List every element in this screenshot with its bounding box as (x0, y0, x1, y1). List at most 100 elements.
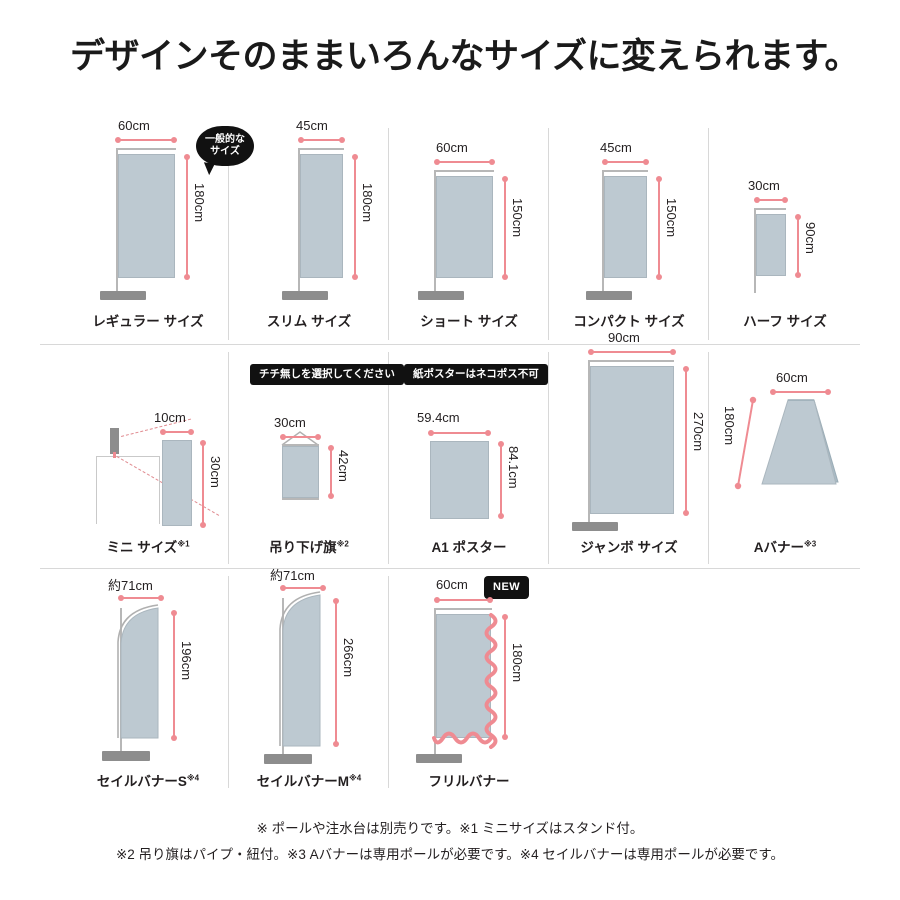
row-separator-2 (40, 568, 860, 569)
bubble-tail (202, 162, 215, 176)
banner-art-mini (68, 344, 228, 534)
height-measure-line (685, 369, 687, 513)
width-measure-line (437, 599, 490, 601)
width-measure-dot-start (588, 349, 594, 355)
item-name: 吊り下げ旗 (269, 540, 337, 555)
height-measure-dot-end (184, 274, 190, 280)
height-label: 84.1cm (506, 446, 521, 489)
item-label-hanging-flag: 吊り下げ旗※2 (230, 536, 388, 556)
col-separator-r1-3 (548, 128, 549, 340)
size-item-a-banner: 60cm 180cm Aバナー※3 (710, 344, 860, 568)
item-note: ※1 (177, 539, 190, 549)
height-label: 196cm (179, 641, 194, 681)
row-separator-1 (40, 344, 860, 345)
width-measure-dot-start (280, 585, 286, 591)
height-measure-line (186, 157, 188, 277)
page-title: デザインそのままいろんなサイズに変えられます。 (70, 37, 859, 76)
size-item-jumbo: 90cm 270cm ジャンボ サイズ (550, 330, 708, 568)
mini-banner-on-counter (110, 428, 119, 454)
item-label-frill-banner: フリルバナー (390, 770, 548, 790)
width-label: 約71cm (108, 578, 153, 593)
banner-panel (590, 366, 674, 514)
size-item-mini: 10cm 30cm ミニ サイズ※1 (68, 344, 228, 568)
col-separator-r2-2 (388, 352, 389, 564)
item-label-sail-banner-s: セイルバナーS※4 (68, 770, 228, 790)
banner-art-short (390, 118, 548, 308)
height-label: 180cm (192, 183, 207, 223)
height-measure-line (335, 601, 337, 744)
mini-banner-stand (113, 452, 116, 458)
width-measure-line (773, 391, 828, 393)
height-measure-dot-end (328, 493, 334, 499)
size-item-short: 60cm 150cm ショート サイズ (390, 118, 548, 798)
width-label: 30cm (748, 178, 780, 193)
height-measure-dot-end (171, 735, 177, 741)
height-label: 180cm (510, 643, 525, 683)
banner-art-sail-s (68, 568, 228, 768)
banner-art-slim (230, 118, 388, 308)
width-measure-line (757, 199, 785, 201)
badge-chichi-note: チチ無しを選択してください (250, 364, 404, 385)
badge-poster-note: 紙ポスターはネコポス不可 (404, 364, 548, 385)
height-measure-dot-end (200, 522, 206, 528)
width-label: 60cm (776, 370, 808, 385)
width-measure-dot-end (339, 137, 345, 143)
banner-panel (118, 154, 175, 278)
width-measure-dot-start (770, 389, 776, 395)
width-measure-dot-start (434, 159, 440, 165)
width-measure-line (591, 351, 673, 353)
height-measure-dot-start (328, 445, 334, 451)
size-item-half: 30cm 90cm ハーフ サイズ (710, 118, 860, 798)
width-measure-line (605, 161, 646, 163)
width-measure-dot-end (782, 197, 788, 203)
height-measure-dot-end (683, 510, 689, 516)
banner-art-a1-poster (390, 344, 548, 534)
size-item-a1-poster: 紙ポスターはネコポス不可 59.4cm 84.1cm A1 ポスター (390, 344, 548, 568)
height-label: 266cm (341, 638, 356, 678)
banner-panel (430, 441, 489, 519)
banner-panel (604, 176, 647, 278)
width-measure-dot-end (485, 430, 491, 436)
pole (602, 170, 604, 293)
width-measure-dot-end (320, 585, 326, 591)
width-measure-dot-end (188, 429, 194, 435)
item-label-mini: ミニ サイズ※1 (68, 536, 228, 556)
item-name: コンパクト サイズ (573, 314, 685, 329)
size-grid: 60cm 180cm 一般的な サイズ レギュラー サイズ (40, 118, 860, 798)
width-measure-line (437, 161, 492, 163)
sail-shape (117, 604, 159, 739)
width-measure-dot-end (158, 595, 164, 601)
width-measure-dot-end (171, 137, 177, 143)
bottom-pipe (282, 498, 319, 500)
banner-art-frill (390, 568, 548, 768)
height-measure-line (173, 613, 175, 738)
height-measure-dot-start (200, 440, 206, 446)
height-label: 150cm (664, 198, 679, 238)
crossbar (298, 148, 344, 150)
banner-panel (282, 446, 319, 498)
banner-art-a-banner (710, 344, 860, 534)
height-measure-line (797, 217, 799, 275)
width-label: 90cm (608, 330, 640, 345)
item-name: レギュラー サイズ (92, 314, 204, 329)
banner-base (586, 291, 632, 300)
counter-surface (96, 456, 160, 524)
item-label-slim: スリム サイズ (230, 310, 388, 330)
width-measure-dot-start (434, 597, 440, 603)
banner-base (416, 754, 462, 763)
item-name: ハーフ サイズ (743, 314, 827, 329)
item-note: ※2 (336, 539, 349, 549)
height-measure-dot-start (184, 154, 190, 160)
hanging-string-icon (281, 431, 319, 446)
width-measure-dot-end (315, 434, 321, 440)
item-note: ※4 (186, 773, 200, 783)
height-measure-dot-start (171, 610, 177, 616)
height-measure-dot-start (502, 176, 508, 182)
bubble-line-2: サイズ (210, 146, 240, 157)
height-measure-dot-end (502, 734, 508, 740)
height-measure-line (500, 444, 502, 516)
banner-panel (436, 614, 491, 738)
pole (434, 608, 436, 756)
item-name: A1 ポスター (431, 540, 507, 555)
